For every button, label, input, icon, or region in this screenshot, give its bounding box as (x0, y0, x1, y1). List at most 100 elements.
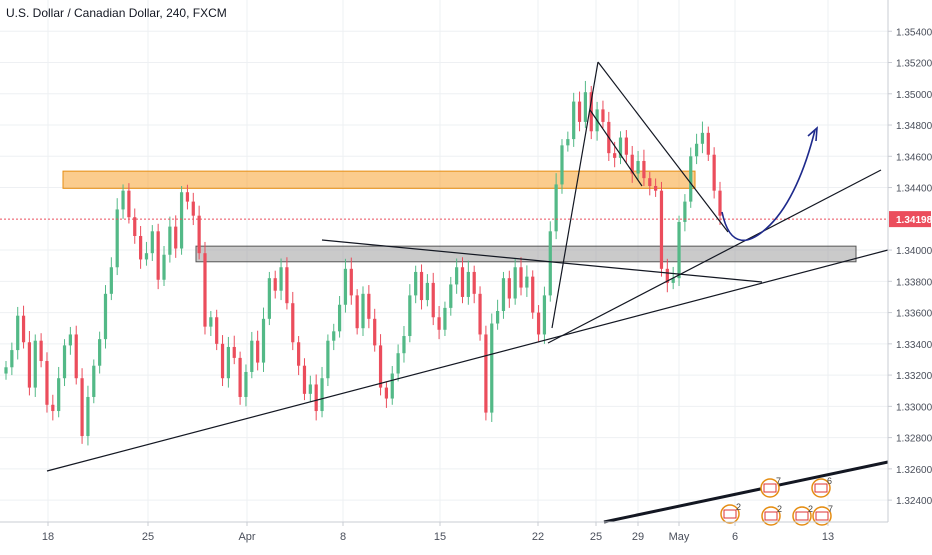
pullback-lower-line (589, 109, 643, 187)
candle-body (636, 160, 640, 174)
candle-body (449, 284, 453, 308)
time-axis-label: 13 (822, 531, 834, 543)
candle-body (683, 201, 687, 222)
candle-body (613, 153, 617, 158)
candle-body (4, 367, 8, 374)
current-price-badge (889, 211, 931, 228)
price-axis: 1.35400 1.35200 1.35000 1.34800 1.34600 1.344… (887, 0, 932, 522)
price-axis-label: 1.35000 (896, 90, 932, 101)
candle-body (343, 268, 348, 305)
support-zone (195, 245, 857, 263)
candle-body (408, 295, 412, 337)
candle-body (513, 267, 517, 299)
candle-body (320, 378, 324, 412)
candle-body (232, 346, 236, 358)
candle-body (197, 215, 201, 254)
time-axis-label: 18 (42, 531, 54, 543)
flag-icon (723, 509, 737, 519)
time-axis-label: 8 (340, 531, 346, 543)
candle-body (478, 293, 482, 335)
candle-body (536, 312, 541, 335)
candle-body (700, 132, 705, 144)
candle-body (179, 192, 184, 249)
candle-body (624, 137, 628, 155)
lower-channel-line (603, 460, 889, 524)
time-axis-label: 6 (732, 531, 738, 543)
candle-body (109, 267, 113, 294)
candle-body (554, 184, 558, 232)
candle-body (98, 339, 102, 366)
candle-body (455, 267, 459, 285)
candle-body (10, 350, 14, 368)
projection-arrowhead (807, 126, 818, 142)
candle-body (133, 217, 137, 236)
candle-body (601, 109, 605, 122)
candle-body (244, 371, 248, 397)
candle-body (332, 331, 336, 341)
candle-body (361, 293, 365, 329)
candle-body (238, 357, 242, 397)
candle-body (414, 271, 418, 296)
candle-body (671, 278, 675, 283)
candle-body (566, 139, 570, 146)
candle-body (103, 293, 108, 340)
price-axis-label: 1.32600 (896, 465, 932, 476)
candle-body (74, 334, 78, 379)
candle-body (92, 365, 96, 397)
candle-body (630, 154, 634, 174)
candle-body (127, 190, 131, 218)
candle-body (209, 317, 213, 327)
candle-body (654, 185, 658, 191)
candle-body (531, 276, 535, 313)
candle-body (86, 396, 90, 437)
candle-body (21, 315, 26, 343)
chart-title: U.S. Dollar / Canadian Dollar, 240, FXCM (6, 6, 227, 20)
flag-icon (763, 483, 777, 493)
candle-body (273, 278, 277, 291)
candle-body (542, 295, 547, 335)
time-axis-label: May (669, 531, 690, 543)
candle-body (62, 345, 67, 379)
candle-body (519, 267, 523, 288)
candle-body (326, 340, 330, 379)
resistance-zone (62, 170, 696, 189)
flag-icon (814, 483, 828, 493)
candle-body (507, 278, 511, 299)
candle-body (484, 334, 488, 413)
candle-body (466, 271, 470, 297)
candle-body (121, 190, 125, 210)
candle-body (577, 101, 582, 122)
price-axis-label: 1.33200 (896, 371, 932, 382)
candle-body (267, 278, 271, 319)
candle-body (256, 340, 260, 363)
candle-body (437, 317, 441, 330)
candle-body (501, 278, 506, 312)
price-axis-label: 1.34800 (896, 121, 932, 132)
candle-body (665, 268, 669, 283)
candle-body (168, 226, 172, 255)
candle-body (694, 143, 699, 157)
candle-body (349, 268, 353, 296)
candle-body (402, 336, 406, 354)
candle-body (203, 253, 207, 327)
candle-body (472, 271, 476, 294)
time-axis-label: 29 (632, 531, 644, 543)
pullback-upper-line (597, 61, 729, 233)
candle-body (51, 404, 55, 412)
time-axis-label: 15 (434, 531, 446, 543)
event-badge-count: 2 (808, 504, 813, 514)
candle-body (396, 353, 400, 374)
candle-body (185, 192, 190, 202)
candle-body (384, 387, 389, 399)
candles (4, 80, 722, 446)
price-axis-label: 1.34000 (896, 246, 932, 257)
candle-body (572, 101, 576, 140)
candle-body (314, 384, 318, 412)
candle-body (138, 235, 143, 260)
candle-body (174, 226, 178, 249)
descending-trendline (321, 239, 763, 283)
candle-body (583, 92, 588, 122)
price-axis-label: 1.35400 (896, 27, 932, 38)
